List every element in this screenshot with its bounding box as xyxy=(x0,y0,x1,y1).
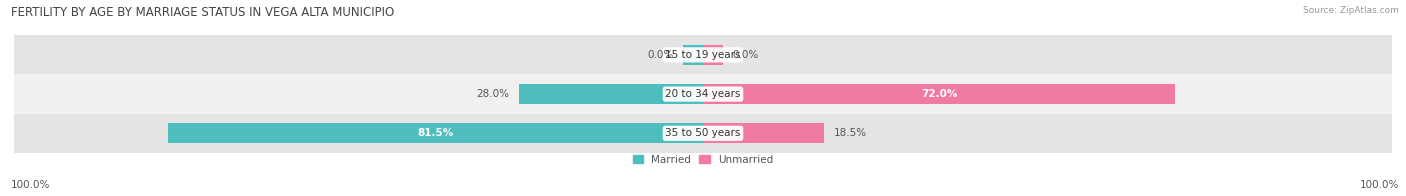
Bar xyxy=(519,84,703,104)
Legend: Married, Unmarried: Married, Unmarried xyxy=(628,151,778,169)
Text: 81.5%: 81.5% xyxy=(418,128,454,138)
Text: 0.0%: 0.0% xyxy=(647,50,673,60)
Bar xyxy=(703,84,1175,104)
Text: 15 to 19 years: 15 to 19 years xyxy=(665,50,741,60)
Bar xyxy=(14,74,1392,114)
Text: 18.5%: 18.5% xyxy=(834,128,868,138)
Bar xyxy=(683,45,703,65)
Text: 100.0%: 100.0% xyxy=(1360,180,1399,190)
Bar xyxy=(703,45,723,65)
Text: 100.0%: 100.0% xyxy=(11,180,51,190)
Text: 28.0%: 28.0% xyxy=(477,89,509,99)
Text: 0.0%: 0.0% xyxy=(733,50,759,60)
Text: FERTILITY BY AGE BY MARRIAGE STATUS IN VEGA ALTA MUNICIPIO: FERTILITY BY AGE BY MARRIAGE STATUS IN V… xyxy=(11,6,395,19)
Bar xyxy=(169,123,703,143)
Text: 35 to 50 years: 35 to 50 years xyxy=(665,128,741,138)
Bar xyxy=(703,123,824,143)
Text: Source: ZipAtlas.com: Source: ZipAtlas.com xyxy=(1303,6,1399,15)
Bar xyxy=(14,35,1392,74)
Bar xyxy=(14,114,1392,153)
Text: 20 to 34 years: 20 to 34 years xyxy=(665,89,741,99)
Text: 72.0%: 72.0% xyxy=(921,89,957,99)
